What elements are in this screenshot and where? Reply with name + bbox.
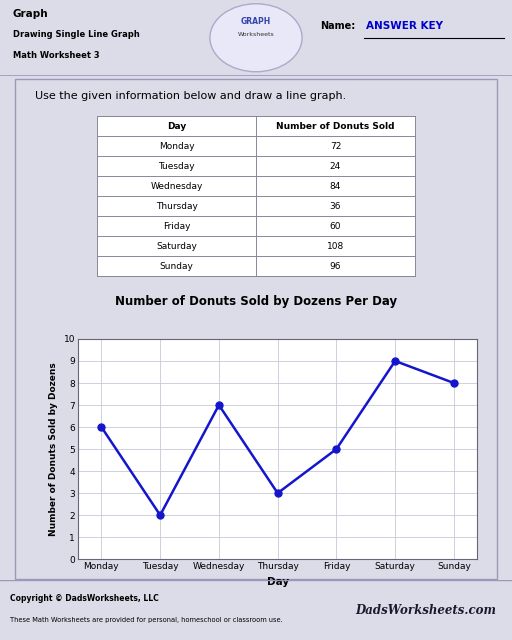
- Text: 24: 24: [330, 162, 341, 171]
- Text: DadsWorksheets.com: DadsWorksheets.com: [356, 604, 497, 617]
- Text: Sunday: Sunday: [160, 262, 194, 271]
- Ellipse shape: [210, 4, 302, 72]
- Text: Use the given information below and draw a line graph.: Use the given information below and draw…: [35, 92, 346, 101]
- Text: Worksheets: Worksheets: [238, 32, 274, 37]
- Text: Number of Donuts Sold: Number of Donuts Sold: [276, 122, 395, 131]
- Text: Graph: Graph: [13, 9, 49, 19]
- Text: Drawing Single Line Graph: Drawing Single Line Graph: [13, 30, 140, 39]
- Text: 84: 84: [330, 182, 341, 191]
- Text: Wednesday: Wednesday: [151, 182, 203, 191]
- Text: GRAPH: GRAPH: [241, 17, 271, 26]
- Bar: [97, 116, 415, 276]
- Text: Number of Donuts Sold by Dozens Per Day: Number of Donuts Sold by Dozens Per Day: [115, 295, 397, 308]
- Text: Monday: Monday: [159, 142, 195, 151]
- X-axis label: Day: Day: [267, 577, 289, 586]
- Text: 108: 108: [327, 242, 344, 251]
- Text: Friday: Friday: [163, 222, 190, 231]
- Y-axis label: Number of Donuts Sold by Dozens: Number of Donuts Sold by Dozens: [49, 362, 58, 536]
- Text: Thursday: Thursday: [156, 202, 198, 211]
- Text: Math Worksheet 3: Math Worksheet 3: [13, 51, 99, 60]
- Text: 36: 36: [330, 202, 341, 211]
- Text: ANSWER KEY: ANSWER KEY: [366, 21, 443, 31]
- Text: Name:: Name:: [320, 21, 355, 31]
- Text: 60: 60: [330, 222, 341, 231]
- Text: 96: 96: [330, 262, 341, 271]
- Text: These Math Worksheets are provided for personal, homeschool or classroom use.: These Math Worksheets are provided for p…: [10, 618, 283, 623]
- Text: 72: 72: [330, 142, 341, 151]
- Text: Copyright © DadsWorksheets, LLC: Copyright © DadsWorksheets, LLC: [10, 593, 159, 603]
- Text: Day: Day: [167, 122, 186, 131]
- Text: Tuesday: Tuesday: [158, 162, 195, 171]
- Text: Saturday: Saturday: [156, 242, 197, 251]
